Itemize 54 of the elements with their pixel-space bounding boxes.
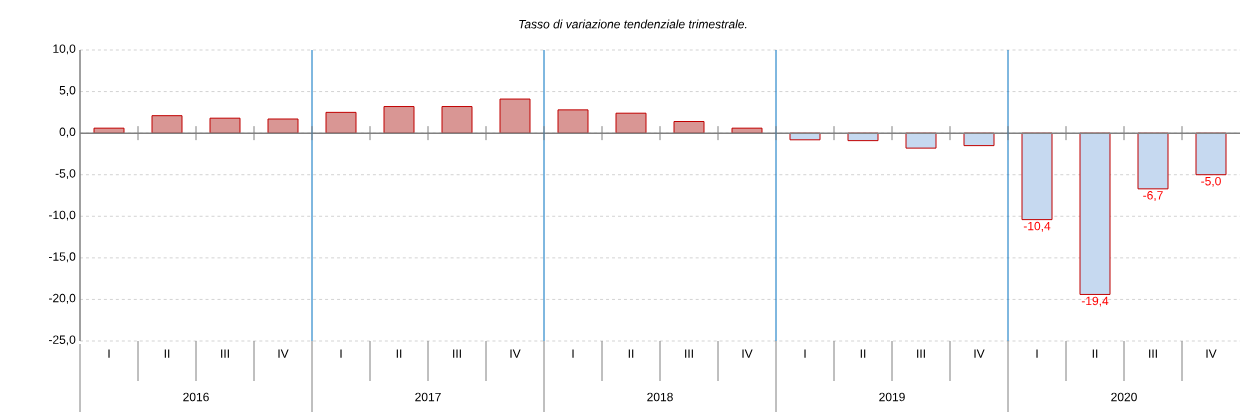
text: 2020 bbox=[1111, 392, 1137, 402]
bar bbox=[1079, 132, 1111, 295]
bar bbox=[673, 121, 705, 134]
y-tick-label: 0,0 bbox=[59, 127, 76, 138]
x-tick-label: I bbox=[804, 349, 806, 358]
bar bbox=[383, 106, 415, 134]
data-label: -5,0 bbox=[1201, 176, 1221, 187]
y-tick-label: -5,0 bbox=[55, 169, 76, 180]
bar bbox=[441, 106, 473, 134]
x-tick-label: III bbox=[221, 349, 229, 358]
bar bbox=[325, 111, 357, 134]
x-tick-label: I bbox=[108, 349, 110, 358]
data-label: -19,4 bbox=[1081, 296, 1109, 307]
x-tick-label: II bbox=[860, 349, 866, 358]
bar bbox=[1195, 132, 1227, 176]
x-tick-label: IV bbox=[742, 349, 753, 358]
text: 2018 bbox=[647, 392, 673, 402]
y-tick-label: -25,0 bbox=[48, 335, 76, 346]
data-label: -6,7 bbox=[1143, 191, 1163, 201]
bar bbox=[209, 117, 241, 134]
bar bbox=[499, 98, 531, 134]
bar bbox=[1137, 132, 1169, 190]
x-tick-label: III bbox=[453, 349, 461, 358]
x-tick-label: I bbox=[572, 349, 574, 358]
x-tick-label: II bbox=[628, 349, 634, 358]
bar bbox=[905, 132, 937, 149]
x-tick-label: IV bbox=[278, 349, 289, 358]
x-tick-label: II bbox=[164, 349, 170, 358]
x-tick-label: IV bbox=[974, 349, 985, 358]
x-tick-label: IV bbox=[1206, 349, 1217, 358]
data-label: -10,4 bbox=[1023, 221, 1051, 232]
x-tick-label: II bbox=[396, 349, 402, 358]
x-tick-label: III bbox=[1149, 349, 1157, 358]
x-tick-label: I bbox=[340, 349, 342, 358]
x-tick-label: IV bbox=[510, 349, 521, 358]
y-tick-label: -10,0 bbox=[48, 210, 76, 221]
chart-title: Tasso di variazione tendenziale trimestrale. bbox=[519, 19, 747, 29]
bar bbox=[557, 109, 589, 134]
bar bbox=[1021, 132, 1053, 221]
bar bbox=[963, 132, 995, 147]
x-tick-label: III bbox=[685, 349, 693, 358]
text: 2019 bbox=[879, 392, 905, 402]
y-tick-label: -20,0 bbox=[48, 293, 76, 304]
x-tick-label: I bbox=[1036, 349, 1038, 358]
text: 2017 bbox=[415, 392, 441, 402]
y-tick-label: -15,0 bbox=[48, 252, 76, 263]
text: 2016 bbox=[183, 392, 209, 402]
bar bbox=[615, 112, 647, 134]
bar bbox=[151, 115, 183, 134]
y-tick-label: 5,0 bbox=[59, 86, 76, 96]
bar bbox=[267, 118, 299, 134]
y-tick-label: 10,0 bbox=[53, 44, 76, 55]
x-tick-label: III bbox=[917, 349, 925, 358]
x-tick-label: II bbox=[1092, 349, 1098, 358]
